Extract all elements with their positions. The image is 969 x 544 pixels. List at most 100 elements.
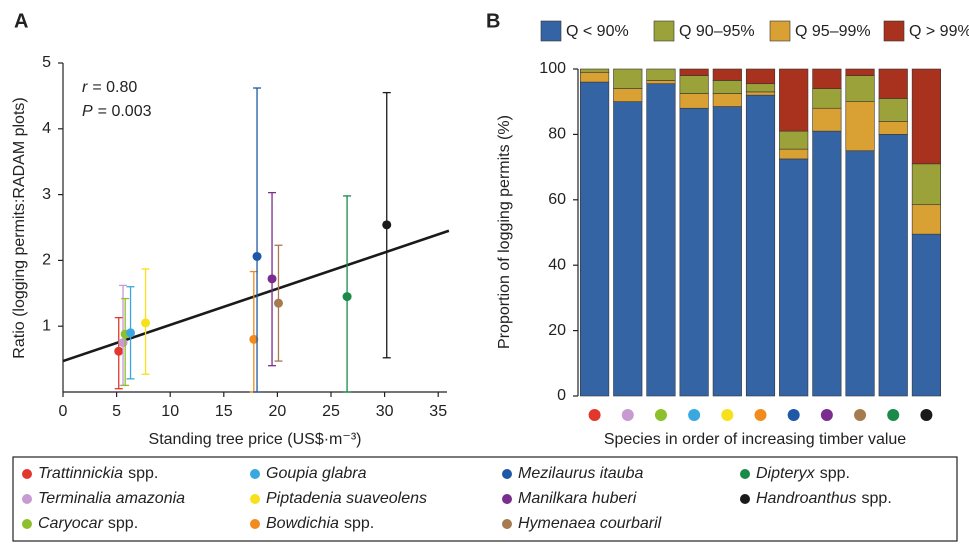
bar-segment (745, 94, 776, 397)
legend-swatch (769, 20, 791, 42)
panel-letter: B (486, 10, 500, 32)
x-tick-label: 15 (215, 403, 233, 420)
point (249, 334, 259, 344)
legend-marker (250, 494, 260, 504)
x-tick-label: 25 (322, 403, 340, 420)
legend-swatch (653, 20, 675, 42)
species-name: Manilkara huberi (518, 490, 637, 507)
legend-marker (740, 494, 750, 504)
bar-segment (712, 93, 742, 107)
x-tick-label: 5 (112, 403, 121, 420)
bar-segment (779, 158, 809, 397)
y-axis-title: Proportion of logging permits (%) (496, 115, 513, 349)
point (342, 292, 352, 302)
bar-segment (646, 83, 676, 397)
bar-segment (812, 107, 842, 132)
species-suffix: spp. (862, 490, 892, 507)
bar-segment (845, 68, 875, 76)
x-axis-title: Species in order of increasing timber va… (604, 431, 906, 448)
point (114, 346, 124, 356)
category-marker (820, 409, 833, 421)
bar-segment (613, 88, 643, 103)
point (118, 338, 128, 348)
species-suffix: spp. (108, 515, 138, 532)
species-suffix: spp. (128, 465, 158, 482)
category-marker (688, 409, 701, 421)
annotation-text: = 0.80 (92, 79, 137, 96)
bar-segment (580, 68, 610, 73)
bar-segment (878, 68, 908, 99)
y-tick-label: 5 (42, 54, 51, 71)
point (267, 274, 277, 284)
x-tick-label: 0 (59, 403, 68, 420)
species-name: Goupia glabra (266, 465, 367, 482)
species-name: Dipteryx (756, 465, 816, 482)
bar-segment (745, 83, 776, 93)
panel-letter: A (14, 10, 28, 32)
bar-segment (679, 107, 709, 397)
bar-segment (779, 68, 809, 132)
x-axis-title: Standing tree price (US$·m⁻³) (149, 431, 362, 448)
legend-label: Caryocar spp. (38, 515, 138, 532)
y-tick-label: 4 (42, 120, 51, 137)
category-marker (920, 409, 933, 421)
bar-segment (878, 121, 908, 135)
legend-label: Hymenaea courbaril (518, 515, 662, 532)
y-axis-title: Ratio (logging permits:RADAM plots) (11, 97, 28, 358)
bar-segment (911, 163, 941, 206)
legend-box (12, 456, 958, 542)
y-tick-label: 0 (557, 387, 566, 404)
legend-swatch (540, 20, 562, 42)
bar-segment (712, 68, 742, 81)
legend-marker (502, 494, 512, 504)
legend-label: Dipteryx spp. (756, 465, 850, 482)
species-name: Mezilaurus itauba (518, 465, 644, 482)
bar-segment (745, 68, 776, 85)
legend-marker (250, 469, 260, 479)
species-suffix: spp. (820, 465, 850, 482)
category-marker (887, 409, 900, 421)
legend-marker (22, 469, 32, 479)
legend-label: Trattinnickia spp. (38, 465, 158, 482)
species-name: Caryocar (38, 515, 104, 532)
legend-label: Manilkara huberi (518, 490, 637, 507)
category-marker (588, 409, 601, 421)
bar-segment (845, 101, 875, 152)
y-tick-label: 40 (548, 256, 566, 273)
point (252, 251, 262, 261)
species-name: Handroanthus (756, 490, 857, 507)
legend-marker (22, 494, 32, 504)
annotation-text: = 0.003 (98, 103, 152, 120)
legend-swatch (883, 20, 905, 42)
legend-label: Q < 90% (566, 23, 629, 40)
y-tick-label: 80 (548, 126, 566, 143)
category-marker (754, 409, 767, 421)
point (126, 328, 136, 338)
bar-segment (779, 148, 809, 160)
y-tick-label: 2 (42, 252, 51, 269)
bar-segment (613, 101, 643, 397)
x-tick-label: 35 (429, 403, 447, 420)
bar-segment (712, 106, 742, 397)
bar-segment (911, 204, 941, 235)
x-tick-label: 10 (161, 403, 179, 420)
bar-segment (812, 130, 842, 397)
legend-label: Mezilaurus itauba (518, 465, 644, 482)
bar-segment (580, 81, 610, 397)
bar-segment (613, 68, 643, 89)
species-name: Terminalia amazonia (38, 490, 185, 507)
bar-segment (679, 68, 709, 76)
legend-label: Q 95–99% (795, 23, 871, 40)
y-tick-label: 3 (42, 186, 51, 203)
bar-segment (580, 71, 610, 83)
bar-segment (878, 98, 908, 122)
species-name: Trattinnickia (38, 465, 123, 482)
x-tick-label: 20 (269, 403, 287, 420)
species-name: Bowdichia (266, 515, 339, 532)
x-tick-label: 30 (376, 403, 394, 420)
legend-label: Q > 99% (909, 23, 969, 40)
category-marker (654, 409, 667, 421)
annotation-symbol: P (82, 103, 93, 120)
species-name: Piptadenia suaveolens (266, 490, 427, 507)
